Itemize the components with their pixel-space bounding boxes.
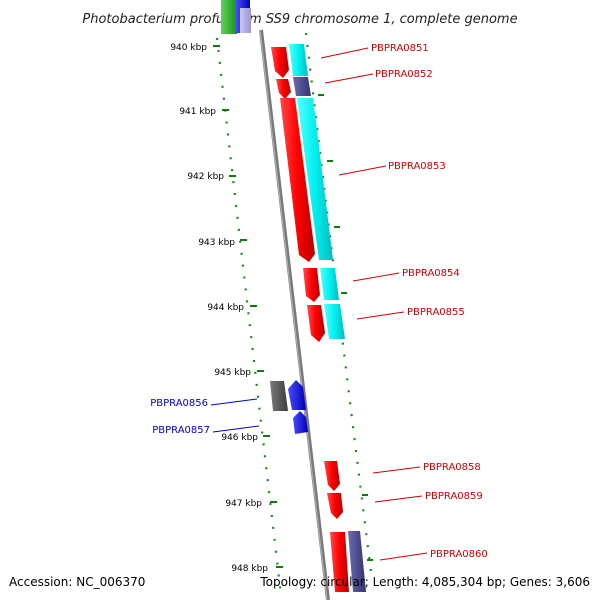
- scale-label: 947 kbp: [225, 499, 262, 509]
- leader-pbpra0860: [379, 552, 428, 561]
- gene-label[interactable]: PBPRA0852: [375, 69, 433, 80]
- gene-label[interactable]: PBPRA0851: [371, 43, 429, 54]
- scale-label: 945 kbp: [214, 368, 251, 378]
- gene-arrow-pbpra0857[interactable]: [293, 411, 308, 434]
- gene-arrow-pbpra0853[interactable]: [280, 98, 315, 262]
- scale-label: 948 kbp: [231, 564, 268, 574]
- leader-pbpra0855: [356, 311, 405, 320]
- gene-arrow-pbpra0852[interactable]: [276, 79, 291, 99]
- cog-block: [320, 268, 339, 300]
- gene-arrow-pbpra0855[interactable]: [307, 305, 325, 342]
- scale-label: 944 kbp: [207, 303, 244, 313]
- gene-arrow-pbpra0856[interactable]: [288, 380, 306, 410]
- gene-label[interactable]: PBPRA0855: [407, 307, 465, 318]
- leader-pbpra0858: [372, 466, 421, 474]
- top-green-feature: [221, 0, 237, 34]
- gene-arrow-pbpra0859[interactable]: [327, 493, 343, 519]
- leader-pbpra0851: [320, 47, 369, 59]
- scale-label: 940 kbp: [170, 43, 207, 53]
- gene-arrow-pbpra0860[interactable]: [330, 532, 349, 592]
- leader-pbpra0854: [352, 272, 400, 282]
- cog-features: [270, 44, 366, 592]
- gene-label[interactable]: PBPRA0859: [425, 491, 483, 502]
- cog-block: [293, 77, 311, 96]
- scale-label: 941 kbp: [179, 107, 216, 117]
- gene-label[interactable]: PBPRA0853: [388, 161, 446, 172]
- cog-block: [297, 98, 333, 260]
- cog-block: [324, 304, 345, 339]
- map-title: Photobacterium profundum SS9 chromosome …: [82, 12, 517, 27]
- cog-block-gray: [270, 381, 288, 411]
- gene-label[interactable]: PBPRA0854: [402, 268, 460, 279]
- scale-label: 946 kbp: [221, 433, 258, 443]
- top-lavender-feature: [240, 8, 251, 33]
- leader-pbpra0853: [338, 165, 387, 176]
- gene-leader-lines: [210, 47, 428, 561]
- gene-label[interactable]: PBPRA0857: [152, 425, 210, 436]
- leader-pbpra0856: [210, 398, 258, 406]
- scale-label: 942 kbp: [187, 172, 224, 182]
- genome-summary-text: Topology: circular; Length: 4,085,304 bp…: [259, 575, 590, 589]
- cog-block: [289, 44, 308, 76]
- leader-pbpra0859: [374, 495, 423, 503]
- gene-arrow-pbpra0858[interactable]: [324, 461, 340, 491]
- cog-block: [348, 531, 366, 592]
- gene-arrow-pbpra0851[interactable]: [271, 47, 289, 78]
- accession-text: Accession: NC_006370: [9, 575, 145, 589]
- scale-ticks: [213, 45, 373, 568]
- gene-arrows: [271, 47, 349, 592]
- gene-arrow-pbpra0854[interactable]: [303, 268, 320, 302]
- gene-label[interactable]: PBPRA0856: [150, 398, 208, 409]
- gene-labels: PBPRA0851 PBPRA0852 PBPRA0853 PBPRA0854 …: [150, 43, 488, 560]
- gene-label[interactable]: PBPRA0860: [430, 549, 488, 560]
- leader-pbpra0852: [324, 73, 374, 84]
- scale-label: 943 kbp: [198, 238, 235, 248]
- scale-labels: 940 kbp 941 kbp 942 kbp 943 kbp 944 kbp …: [170, 43, 268, 574]
- gene-label[interactable]: PBPRA0858: [423, 462, 481, 473]
- leader-pbpra0857: [212, 425, 260, 433]
